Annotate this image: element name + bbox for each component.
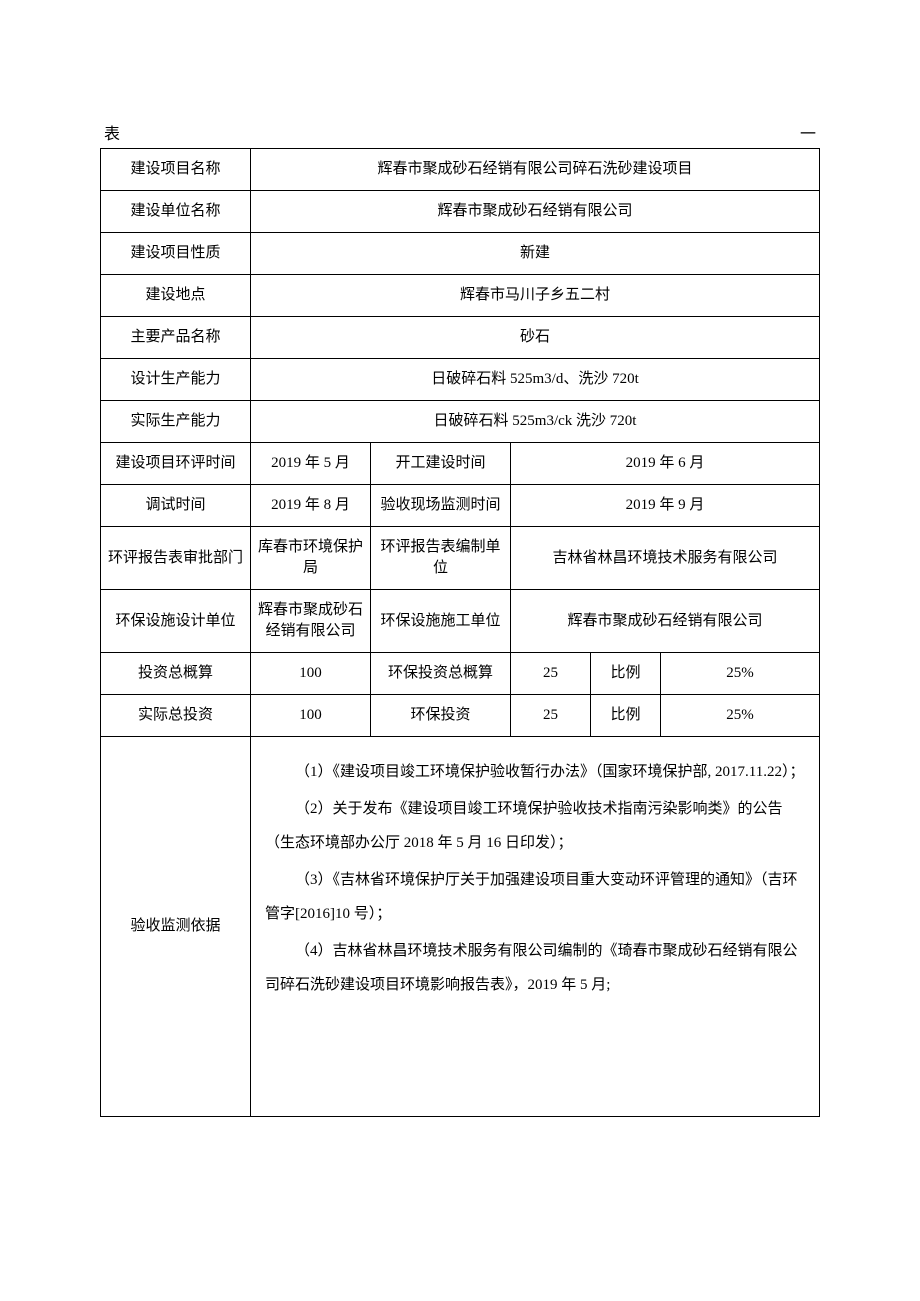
cell-label: 实际总投资	[101, 695, 251, 737]
table-row: 建设项目名称 辉春市聚成砂石经销有限公司碎石洗砂建设项目	[101, 149, 820, 191]
cell-value: 25%	[661, 653, 820, 695]
cell-value: 日破碎石料 525m3/d、洗沙 720t	[251, 359, 820, 401]
cell-value: 2019 年 5 月	[251, 443, 371, 485]
cell-value: 库春市环境保护局	[251, 527, 371, 590]
table-row: 建设项目性质 新建	[101, 233, 820, 275]
cell-label: 开工建设时间	[371, 443, 511, 485]
table-header-row: 表 一	[100, 120, 820, 144]
cell-basis-content: （1）《建设项目竣工环境保护验收暂行办法》（国家环境保护部, 2017.11.2…	[251, 737, 820, 1117]
table-row: 调试时间 2019 年 8 月 验收现场监测时间 2019 年 9 月	[101, 485, 820, 527]
header-left: 表	[104, 120, 120, 144]
cell-value: 新建	[251, 233, 820, 275]
basis-item: （2）关于发布《建设项目竣工环境保护验收技术指南污染影响类》的公告（生态环境部办…	[265, 792, 805, 861]
basis-item: （4）吉林省林昌环境技术服务有限公司编制的《琦春市聚成砂石经销有限公司碎石洗砂建…	[265, 934, 805, 1003]
cell-value: 100	[251, 695, 371, 737]
cell-value: 日破碎石料 525m3/ck 洗沙 720t	[251, 401, 820, 443]
cell-label: 建设项目环评时间	[101, 443, 251, 485]
cell-value: 2019 年 6 月	[511, 443, 820, 485]
cell-label: 建设项目名称	[101, 149, 251, 191]
cell-label: 验收现场监测时间	[371, 485, 511, 527]
cell-value: 2019 年 8 月	[251, 485, 371, 527]
cell-label: 比例	[591, 695, 661, 737]
cell-label: 环保投资	[371, 695, 511, 737]
cell-label: 主要产品名称	[101, 317, 251, 359]
cell-label: 环保投资总概算	[371, 653, 511, 695]
basis-item: （1）《建设项目竣工环境保护验收暂行办法》（国家环境保护部, 2017.11.2…	[265, 755, 805, 790]
cell-value: 2019 年 9 月	[511, 485, 820, 527]
cell-label-basis: 验收监测依据	[101, 737, 251, 1117]
cell-label: 投资总概算	[101, 653, 251, 695]
basis-item: （3）《吉林省环境保护厅关于加强建设项目重大变动环评管理的通知》（吉环管字[20…	[265, 863, 805, 932]
cell-label: 建设地点	[101, 275, 251, 317]
table-row: 投资总概算 100 环保投资总概算 25 比例 25%	[101, 653, 820, 695]
cell-label: 环保设施设计单位	[101, 590, 251, 653]
cell-value: 辉春市聚成砂石经销有限公司碎石洗砂建设项目	[251, 149, 820, 191]
cell-value: 辉春市聚成砂石经销有限公司	[511, 590, 820, 653]
cell-label: 环评报告表编制单位	[371, 527, 511, 590]
cell-value: 100	[251, 653, 371, 695]
cell-value: 吉林省林昌环境技术服务有限公司	[511, 527, 820, 590]
table-row: 实际总投资 100 环保投资 25 比例 25%	[101, 695, 820, 737]
table-row: 主要产品名称 砂石	[101, 317, 820, 359]
header-right: 一	[800, 120, 816, 144]
table-row: 建设单位名称 辉春市聚成砂石经销有限公司	[101, 191, 820, 233]
project-info-table: 建设项目名称 辉春市聚成砂石经销有限公司碎石洗砂建设项目 建设单位名称 辉春市聚…	[100, 148, 820, 1117]
cell-value: 砂石	[251, 317, 820, 359]
cell-label: 环评报告表审批部门	[101, 527, 251, 590]
cell-value: 辉春市马川子乡五二村	[251, 275, 820, 317]
cell-label: 设计生产能力	[101, 359, 251, 401]
cell-value: 25	[511, 653, 591, 695]
table-row-basis: 验收监测依据 （1）《建设项目竣工环境保护验收暂行办法》（国家环境保护部, 20…	[101, 737, 820, 1117]
cell-label: 建设单位名称	[101, 191, 251, 233]
cell-value: 辉春市聚成砂石经销有限公司	[251, 590, 371, 653]
cell-label: 实际生产能力	[101, 401, 251, 443]
table-row: 建设项目环评时间 2019 年 5 月 开工建设时间 2019 年 6 月	[101, 443, 820, 485]
table-row: 建设地点 辉春市马川子乡五二村	[101, 275, 820, 317]
cell-value: 25	[511, 695, 591, 737]
cell-label: 建设项目性质	[101, 233, 251, 275]
table-row: 实际生产能力 日破碎石料 525m3/ck 洗沙 720t	[101, 401, 820, 443]
table-row: 环保设施设计单位 辉春市聚成砂石经销有限公司 环保设施施工单位 辉春市聚成砂石经…	[101, 590, 820, 653]
table-row: 设计生产能力 日破碎石料 525m3/d、洗沙 720t	[101, 359, 820, 401]
cell-label: 比例	[591, 653, 661, 695]
cell-label: 调试时间	[101, 485, 251, 527]
cell-label: 环保设施施工单位	[371, 590, 511, 653]
cell-value: 25%	[661, 695, 820, 737]
cell-value: 辉春市聚成砂石经销有限公司	[251, 191, 820, 233]
table-row: 环评报告表审批部门 库春市环境保护局 环评报告表编制单位 吉林省林昌环境技术服务…	[101, 527, 820, 590]
